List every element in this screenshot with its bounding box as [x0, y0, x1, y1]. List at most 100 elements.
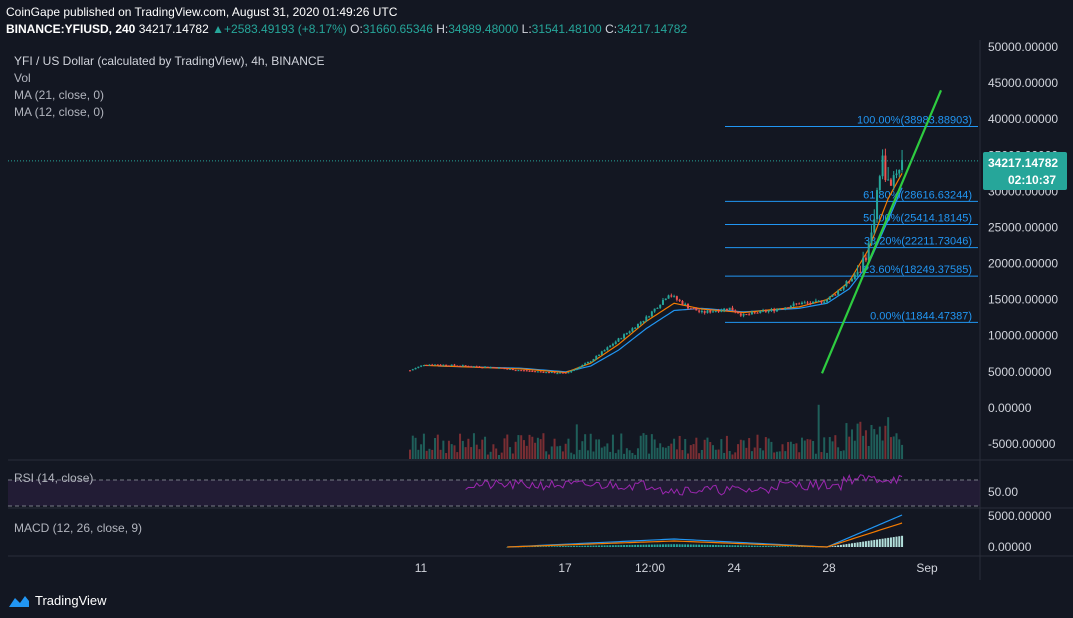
volume-bar — [712, 445, 715, 459]
volume-bar — [661, 447, 664, 459]
candle-body — [661, 300, 664, 305]
volume-bar — [689, 445, 692, 459]
volume-bar — [667, 445, 670, 459]
candle-body — [539, 371, 542, 373]
candle-body — [509, 368, 512, 370]
volume-bar — [514, 441, 517, 459]
candle-body — [823, 301, 826, 303]
volume-bar — [639, 435, 642, 459]
volume-bar — [823, 437, 826, 459]
macd-histogram-bar — [901, 535, 904, 547]
ma12-line — [423, 173, 903, 374]
candle-body — [600, 351, 603, 355]
volume-bar — [503, 438, 506, 459]
volume-bar — [862, 435, 865, 459]
volume-bar — [550, 446, 553, 459]
candle-body — [806, 302, 809, 304]
macd-histogram-bar — [684, 544, 687, 547]
candle-body — [862, 257, 865, 273]
candle-body — [642, 320, 645, 323]
candle-body — [673, 296, 676, 298]
volume-bar — [447, 440, 450, 459]
candle-body — [792, 303, 795, 307]
volume-bar — [420, 444, 423, 459]
candles — [409, 148, 904, 375]
legend-ma12[interactable]: MA (12, close, 0) — [14, 105, 105, 119]
volume-bar — [798, 452, 801, 459]
candle-body — [709, 310, 712, 313]
macd-axis-label: 0.00000 — [988, 540, 1032, 554]
macd-histogram-bar — [723, 545, 726, 547]
candle-body — [767, 310, 770, 312]
price-axis-label: -5000.00000 — [988, 437, 1056, 451]
legend-ma21[interactable]: MA (21, close, 0) — [14, 88, 105, 102]
volume-bar — [770, 441, 773, 459]
candle-body — [598, 354, 601, 356]
price-axis-label: 50000.00000 — [988, 40, 1058, 54]
macd-histogram-bar — [706, 544, 709, 547]
rsi-label[interactable]: RSI (14, close) — [14, 471, 94, 485]
volume-bar — [762, 450, 765, 459]
volume-bar — [450, 444, 453, 459]
macd-histogram-bar — [581, 545, 584, 547]
macd-histogram-bar — [689, 544, 692, 547]
volume-bar — [656, 447, 659, 459]
fib-label: 38.20%(22211.73046) — [864, 236, 972, 248]
rsi-line — [465, 473, 903, 496]
volume-bar — [809, 439, 812, 459]
brand-text: TradingView — [35, 593, 107, 608]
candle-body — [853, 274, 856, 280]
macd-histogram-bar — [870, 540, 873, 547]
volume-bar — [445, 453, 448, 459]
candle-body — [656, 307, 659, 309]
macd-histogram-bar — [661, 544, 664, 547]
macd-histogram-bar — [611, 545, 614, 547]
candle-body — [798, 303, 801, 305]
candle-body — [901, 159, 904, 170]
macd-histogram-bar — [859, 542, 862, 547]
volume-bar — [775, 451, 778, 459]
macd-label[interactable]: MACD (12, 26, close, 9) — [14, 521, 143, 535]
volume-bar — [581, 441, 584, 459]
volume-bar — [425, 450, 428, 459]
volume-bar — [839, 451, 842, 459]
candle-body — [459, 365, 462, 367]
legend-vol[interactable]: Vol — [14, 71, 31, 85]
volume-bar — [737, 444, 740, 459]
volume-bar — [734, 452, 737, 459]
candle-body — [784, 307, 787, 309]
macd-histogram-bar — [564, 546, 567, 547]
candle-body — [639, 322, 642, 324]
candle-body — [584, 363, 587, 365]
candle-body — [814, 300, 817, 302]
candle-body — [586, 361, 589, 364]
macd-histogram-bar — [556, 546, 559, 547]
candle-body — [675, 296, 678, 300]
candle-body — [817, 300, 820, 302]
volume-bar — [870, 424, 873, 459]
volume-bar — [642, 433, 645, 459]
macd-histogram-bar — [784, 546, 787, 547]
macd-histogram-bar — [831, 546, 834, 547]
candle-body — [636, 323, 639, 328]
volume-bar — [678, 435, 681, 459]
candle-body — [528, 370, 531, 372]
candle-body — [714, 310, 717, 312]
candle-body — [876, 190, 879, 220]
volume-bar — [673, 438, 676, 459]
macd-histogram-bar — [656, 544, 659, 547]
candle-body — [698, 310, 701, 312]
volume-bar — [864, 430, 867, 459]
macd-histogram-bar — [631, 544, 634, 547]
candle-body — [837, 290, 840, 295]
volume-bar — [573, 454, 576, 459]
macd-histogram-bar — [578, 545, 581, 547]
tradingview-brand[interactable]: TradingView — [8, 593, 107, 608]
volume-bar — [878, 426, 881, 459]
volume-bar — [873, 429, 876, 459]
volume-bar — [528, 434, 531, 459]
macd-histogram-bar — [528, 546, 531, 548]
candle-body — [848, 281, 851, 283]
candle-body — [628, 331, 631, 333]
